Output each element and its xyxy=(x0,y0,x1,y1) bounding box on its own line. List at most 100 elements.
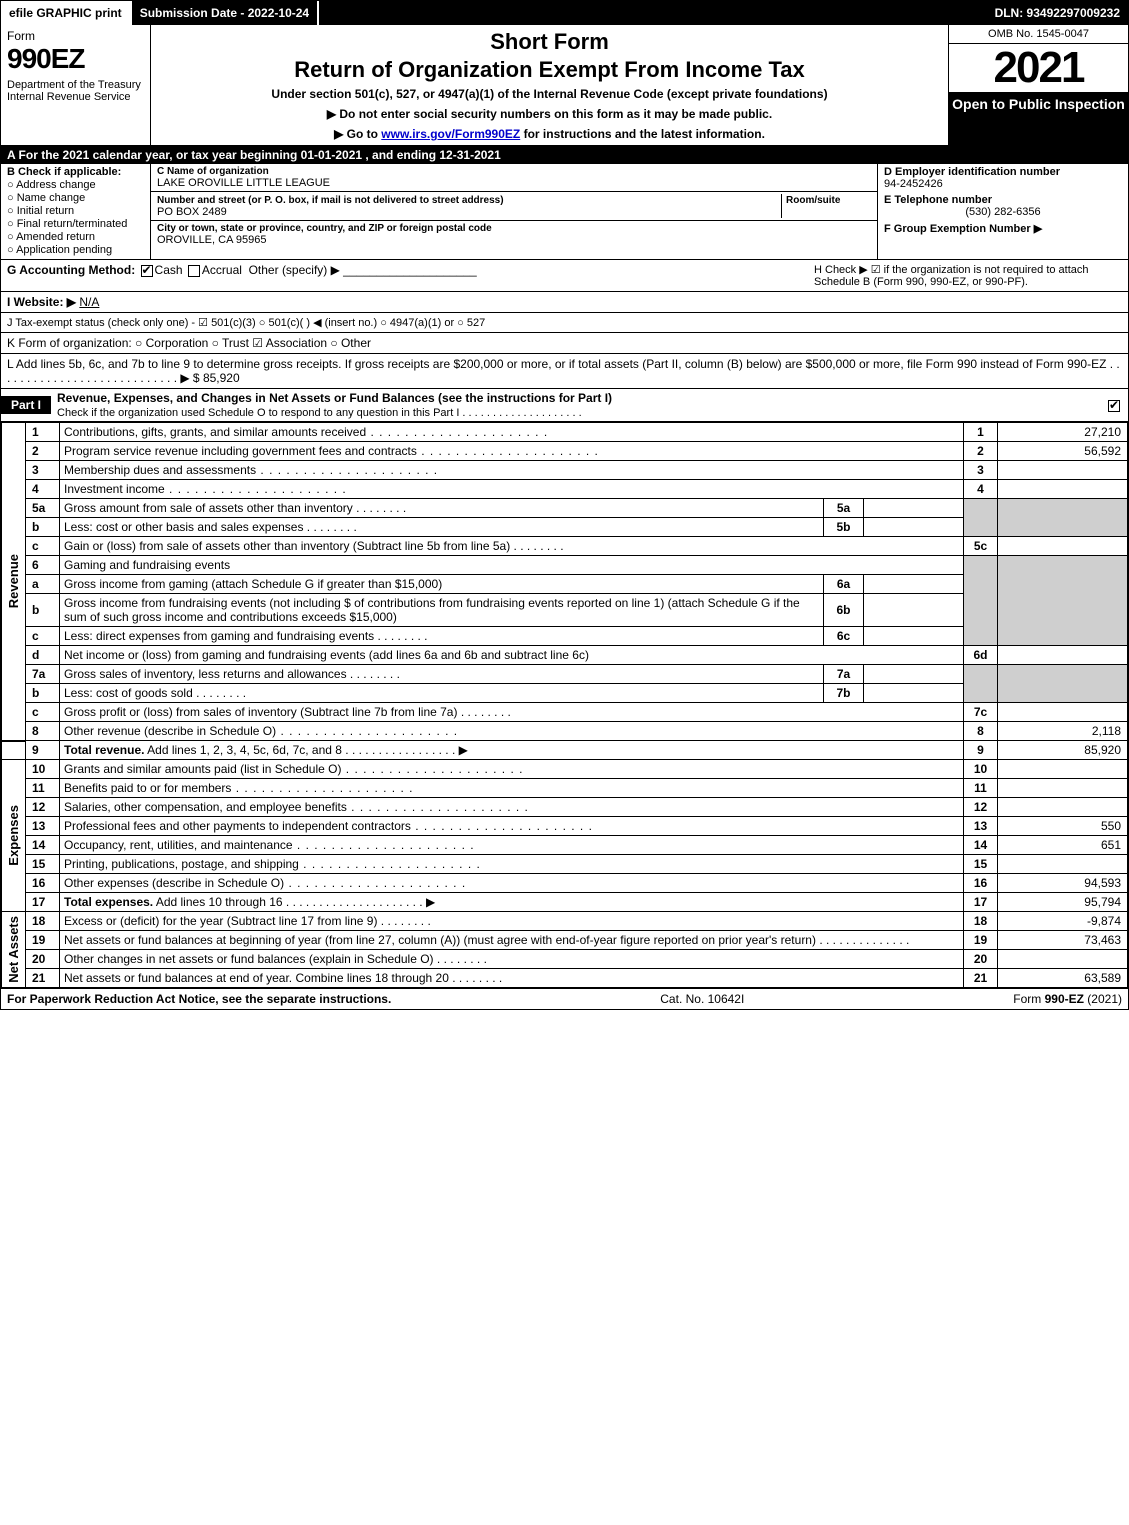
sub-5b: 5b xyxy=(824,518,864,537)
shade-6 xyxy=(964,556,998,646)
desc-17: Add lines 10 through 16 . . . . . . . . … xyxy=(156,895,435,909)
num-9: 9 xyxy=(964,741,998,760)
shadeval-6 xyxy=(998,556,1128,646)
section-expenses: Expenses xyxy=(2,760,26,912)
bullet-goto: ▶ Go to www.irs.gov/Form990EZ for instru… xyxy=(157,127,942,141)
row-18: Net Assets 18 Excess or (deficit) for th… xyxy=(2,912,1128,931)
org-city: OROVILLE, CA 95965 xyxy=(157,234,871,246)
chk-cash[interactable] xyxy=(141,265,153,277)
chk-amended-return[interactable]: Amended return xyxy=(7,231,144,243)
val-17: 95,794 xyxy=(998,893,1128,912)
topbar: efile GRAPHIC print Submission Date - 20… xyxy=(1,1,1128,25)
group-exemption-label: F Group Exemption Number ▶ xyxy=(884,222,1122,235)
ln-6d: d xyxy=(26,646,60,665)
num-8: 8 xyxy=(964,722,998,741)
ln-14: 14 xyxy=(26,836,60,855)
website-value: N/A xyxy=(79,295,99,309)
dept-label: Department of the Treasury Internal Reve… xyxy=(7,79,144,103)
row-6a: a Gross income from gaming (attach Sched… xyxy=(2,575,1128,594)
chk-address-change[interactable]: Address change xyxy=(7,179,144,191)
num-18: 18 xyxy=(964,912,998,931)
desc-8: Other revenue (describe in Schedule O) xyxy=(64,724,458,738)
num-15: 15 xyxy=(964,855,998,874)
goto-post: for instructions and the latest informat… xyxy=(520,127,765,141)
val-8: 2,118 xyxy=(998,722,1128,741)
ln-16: 16 xyxy=(26,874,60,893)
under-section: Under section 501(c), 527, or 4947(a)(1)… xyxy=(157,87,942,101)
row-20: 20 Other changes in net assets or fund b… xyxy=(2,950,1128,969)
num-7c: 7c xyxy=(964,703,998,722)
desc-17-bold: Total expenses. xyxy=(64,895,153,909)
chk-name-change[interactable]: Name change xyxy=(7,192,144,204)
header-left: Form 990EZ Department of the Treasury In… xyxy=(1,25,151,145)
chk-final-return[interactable]: Final return/terminated xyxy=(7,218,144,230)
footer-mid: Cat. No. 10642I xyxy=(660,992,744,1006)
form-container: efile GRAPHIC print Submission Date - 20… xyxy=(0,0,1129,1010)
chk-accrual[interactable] xyxy=(188,265,200,277)
part-i-check[interactable] xyxy=(1100,396,1128,414)
row-21: 21 Net assets or fund balances at end of… xyxy=(2,969,1128,988)
row-4: 4 Investment income 4 xyxy=(2,480,1128,499)
sub-7b: 7b xyxy=(824,684,864,703)
row-6b: b Gross income from fundraising events (… xyxy=(2,594,1128,627)
ein-label: D Employer identification number xyxy=(884,166,1122,178)
h-schedule-b: H Check ▶ ☑ if the organization is not r… xyxy=(808,260,1128,291)
col-c: C Name of organization LAKE OROVILLE LIT… xyxy=(151,164,878,259)
short-form-title: Short Form xyxy=(157,29,942,55)
chk-application-pending[interactable]: Application pending xyxy=(7,244,144,256)
sub-6b: 6b xyxy=(824,594,864,627)
ln-5a: 5a xyxy=(26,499,60,518)
chk-initial-return[interactable]: Initial return xyxy=(7,205,144,217)
desc-5c: Gain or (loss) from sale of assets other… xyxy=(64,539,564,553)
num-6d: 6d xyxy=(964,646,998,665)
form-number: 990EZ xyxy=(7,43,144,75)
section-net-assets: Net Assets xyxy=(2,912,26,988)
irs-link[interactable]: www.irs.gov/Form990EZ xyxy=(381,127,520,141)
b-label: B Check if applicable: xyxy=(7,166,144,178)
val-4 xyxy=(998,480,1128,499)
desc-12: Salaries, other compensation, and employ… xyxy=(64,800,529,814)
subval-7b xyxy=(864,684,964,703)
val-15 xyxy=(998,855,1128,874)
footer-right: Form 990-EZ (2021) xyxy=(1013,992,1122,1006)
shade-5 xyxy=(964,499,998,537)
num-16: 16 xyxy=(964,874,998,893)
efile-print[interactable]: efile GRAPHIC print xyxy=(1,1,132,25)
num-10: 10 xyxy=(964,760,998,779)
val-11 xyxy=(998,779,1128,798)
row-7b: b Less: cost of goods sold 7b xyxy=(2,684,1128,703)
return-title: Return of Organization Exempt From Incom… xyxy=(157,57,942,83)
tel-label: E Telephone number xyxy=(884,194,1122,206)
dln: DLN: 93492297009232 xyxy=(987,1,1128,25)
val-7c xyxy=(998,703,1128,722)
num-21: 21 xyxy=(964,969,998,988)
part-i-header: Part I Revenue, Expenses, and Changes in… xyxy=(1,388,1128,422)
row-gh: G Accounting Method: Cash Accrual Other … xyxy=(1,260,1128,292)
row-9: 9 Total revenue. Add lines 1, 2, 3, 4, 5… xyxy=(2,741,1128,760)
open-to-public: Open to Public Inspection xyxy=(949,92,1128,145)
desc-10: Grants and similar amounts paid (list in… xyxy=(64,762,523,776)
val-9: 85,920 xyxy=(998,741,1128,760)
ln-5c: c xyxy=(26,537,60,556)
row-l: L Add lines 5b, 6c, and 7b to line 9 to … xyxy=(1,354,1128,388)
desc-15: Printing, publications, postage, and shi… xyxy=(64,857,481,871)
row-k: K Form of organization: ○ Corporation ○ … xyxy=(1,333,1128,354)
ln-7c: c xyxy=(26,703,60,722)
subval-7a xyxy=(864,665,964,684)
num-4: 4 xyxy=(964,480,998,499)
desc-3: Membership dues and assessments xyxy=(64,463,438,477)
sub-6a: 6a xyxy=(824,575,864,594)
desc-1: Contributions, gifts, grants, and simila… xyxy=(64,425,548,439)
tax-year: 2021 xyxy=(949,44,1128,92)
desc-19: Net assets or fund balances at beginning… xyxy=(64,933,816,947)
row-6d: d Net income or (loss) from gaming and f… xyxy=(2,646,1128,665)
row-a: A For the 2021 calendar year, or tax yea… xyxy=(1,146,1128,164)
ln-20: 20 xyxy=(26,950,60,969)
desc-6b: Gross income from fundraising events (no… xyxy=(60,594,824,627)
num-11: 11 xyxy=(964,779,998,798)
row-5c: c Gain or (loss) from sale of assets oth… xyxy=(2,537,1128,556)
omb-number: OMB No. 1545-0047 xyxy=(949,25,1128,44)
sub-7a: 7a xyxy=(824,665,864,684)
ln-11: 11 xyxy=(26,779,60,798)
num-19: 19 xyxy=(964,931,998,950)
